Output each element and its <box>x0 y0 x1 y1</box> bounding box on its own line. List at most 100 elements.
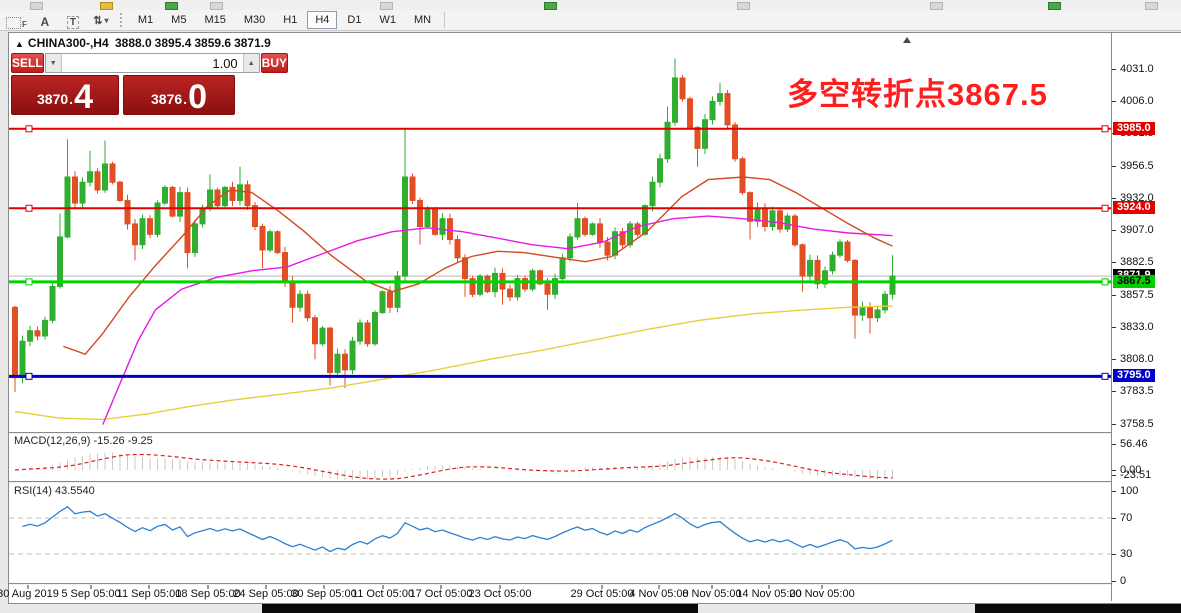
time-axis-label: 24 Sep 05:00 <box>233 588 299 600</box>
volume-input[interactable] <box>61 54 243 72</box>
time-axis-label: 8 Nov 05:00 <box>682 588 742 600</box>
quote-high: 3895.4 <box>154 36 192 50</box>
price-badge: 3867.5 <box>1113 274 1155 288</box>
pane-separator[interactable] <box>9 583 1181 584</box>
background-window-strip <box>975 604 1181 613</box>
price-tick-label: 3956.5 <box>1120 159 1154 172</box>
time-axis-label: 4 Nov 05:00 <box>629 588 689 600</box>
clipped-icon <box>100 2 113 10</box>
axis-tick <box>1112 423 1116 425</box>
axis-tick <box>1112 294 1116 296</box>
chart-annotation-text: 多空转折点3867.5 <box>787 77 1048 112</box>
price-tick-label: 3932.0 <box>1120 191 1154 204</box>
time-axis-label: 30 Sep 05:00 <box>291 588 357 600</box>
toolbar: F A T ⇅ ▾ M1 M5 M15 M30 H1 H4 D1 W1 MN <box>0 10 1181 31</box>
price-tick-label: 3882.5 <box>1120 256 1154 269</box>
sell-price-display[interactable]: 3870. 4 <box>11 75 119 115</box>
volume-increase-icon[interactable]: ▲ <box>242 54 259 72</box>
timeframe-D1[interactable]: D1 <box>339 11 369 29</box>
rsi-label: RSI(14) 43.5540 <box>14 485 95 497</box>
price-tick-label: 3808.0 <box>1120 353 1154 366</box>
chart-canvas[interactable] <box>9 33 1111 601</box>
axis-tick <box>1112 359 1116 361</box>
fast-ma <box>63 176 893 356</box>
rsi-axis-label: 70 <box>1120 512 1133 524</box>
macd-axis-label: 0.00 <box>1120 464 1142 476</box>
price-axis[interactable]: 4031.04006.03981.53956.53932.03907.03882… <box>1111 33 1181 601</box>
timeframe-MN[interactable]: MN <box>406 11 439 29</box>
time-axis-label: 11 Oct 05:00 <box>351 588 415 600</box>
quote-close: 3871.9 <box>234 36 271 50</box>
background-window-strip <box>262 604 698 613</box>
arrow-style-icon[interactable]: ⇅ ▾ <box>89 12 113 29</box>
clipped-icon <box>1145 2 1158 10</box>
price-tick-label: 3758.5 <box>1120 417 1154 430</box>
axis-tick <box>1112 230 1116 232</box>
timeframe-M15[interactable]: M15 <box>196 11 233 29</box>
price-badge: 3985.0 <box>1113 121 1155 135</box>
price-tick-label: 3907.0 <box>1120 224 1154 237</box>
collapse-icon[interactable]: ▲ <box>15 39 24 49</box>
time-axis-label: 14 Nov 05:00 <box>736 588 802 600</box>
clipped-icon <box>30 2 43 10</box>
axis-tick <box>1112 554 1116 555</box>
chart-shift-marker-icon[interactable] <box>903 37 911 43</box>
indicator-grid-icon[interactable]: F <box>4 12 29 29</box>
timeframe-H1[interactable]: H1 <box>275 11 305 29</box>
price-tick-label: 3783.5 <box>1120 385 1154 398</box>
grid-letter: F <box>22 19 27 29</box>
price-tick-label: 3833.0 <box>1120 320 1154 333</box>
timeframe-M1[interactable]: M1 <box>130 11 161 29</box>
axis-tick <box>1112 491 1116 492</box>
timeframe-H4[interactable]: H4 <box>307 11 338 29</box>
macd-label: MACD(12,26,9) -15.26 -9.25 <box>14 435 153 447</box>
time-axis-label: 17 Oct 05:00 <box>409 588 473 600</box>
clipped-icon <box>930 2 943 10</box>
timeframe-W1[interactable]: W1 <box>371 11 404 29</box>
toolbar-grip[interactable] <box>119 13 122 27</box>
clipped-icon <box>1048 2 1061 10</box>
axis-tick <box>1112 391 1116 393</box>
rsi-axis-label: 0 <box>1120 575 1127 587</box>
axis-tick <box>1112 262 1116 264</box>
dropdown-caret-icon: ▾ <box>104 15 109 25</box>
axis-tick <box>1112 101 1116 103</box>
time-axis-label: 29 Oct 05:00 <box>570 588 634 600</box>
time-axis-label: 18 Sep 05:00 <box>175 588 241 600</box>
macd-axis-label: -23.51 <box>1120 469 1152 481</box>
price-badge: 3924.0 <box>1113 201 1155 215</box>
timeframe-group: M1 M5 M15 M30 H1 H4 D1 W1 MN <box>129 11 440 29</box>
volume-decrease-icon[interactable]: ▼ <box>45 54 62 72</box>
time-axis-label: 30 Aug 2019 <box>0 588 59 600</box>
axis-tick <box>1112 165 1116 167</box>
grid-glyph <box>6 16 21 29</box>
time-axis-label: 5 Sep 05:00 <box>61 588 121 600</box>
text-label-icon[interactable]: A <box>33 12 57 29</box>
chart-window: ▲ CHINA300-,H4 3888.0 3895.4 3859.6 3871.9 S… <box>0 32 1181 604</box>
price-tick-label: 4006.0 <box>1120 95 1154 108</box>
timeframe-M5[interactable]: M5 <box>163 11 194 29</box>
buy-button[interactable]: BUY <box>260 53 289 73</box>
axis-tick <box>1112 581 1116 582</box>
clipped-icon <box>544 2 557 10</box>
axis-tick <box>1112 444 1116 445</box>
pane-separator[interactable] <box>9 481 1181 482</box>
timeframe-M30[interactable]: M30 <box>236 11 273 29</box>
slow-ma <box>14 305 893 421</box>
axis-tick <box>1112 197 1116 199</box>
text-box-icon[interactable]: T <box>61 12 85 29</box>
price-badge: 3795.0 <box>1113 369 1155 383</box>
quote-open: 3888.0 <box>114 36 152 50</box>
pane-separator[interactable] <box>9 432 1181 433</box>
sell-button[interactable]: SELL <box>11 53 44 73</box>
price-tick-label: 3857.5 <box>1120 288 1154 301</box>
macd-axis-label: 56.46 <box>1120 438 1148 450</box>
axis-tick <box>1112 475 1116 476</box>
one-click-trading-widget: SELL ▼ ▲ BUY 3870.4 3876.0 <box>11 53 289 115</box>
time-axis-label: 23 Oct 05:00 <box>468 588 532 600</box>
time-axis-label: 11 Sep 05:00 <box>116 588 182 600</box>
clipped-icon <box>210 2 223 10</box>
quote-header: ▲ CHINA300-,H4 3888.0 3895.4 3859.6 3871.9 <box>15 36 274 50</box>
buy-price-display[interactable]: 3876. 0 <box>123 75 235 115</box>
